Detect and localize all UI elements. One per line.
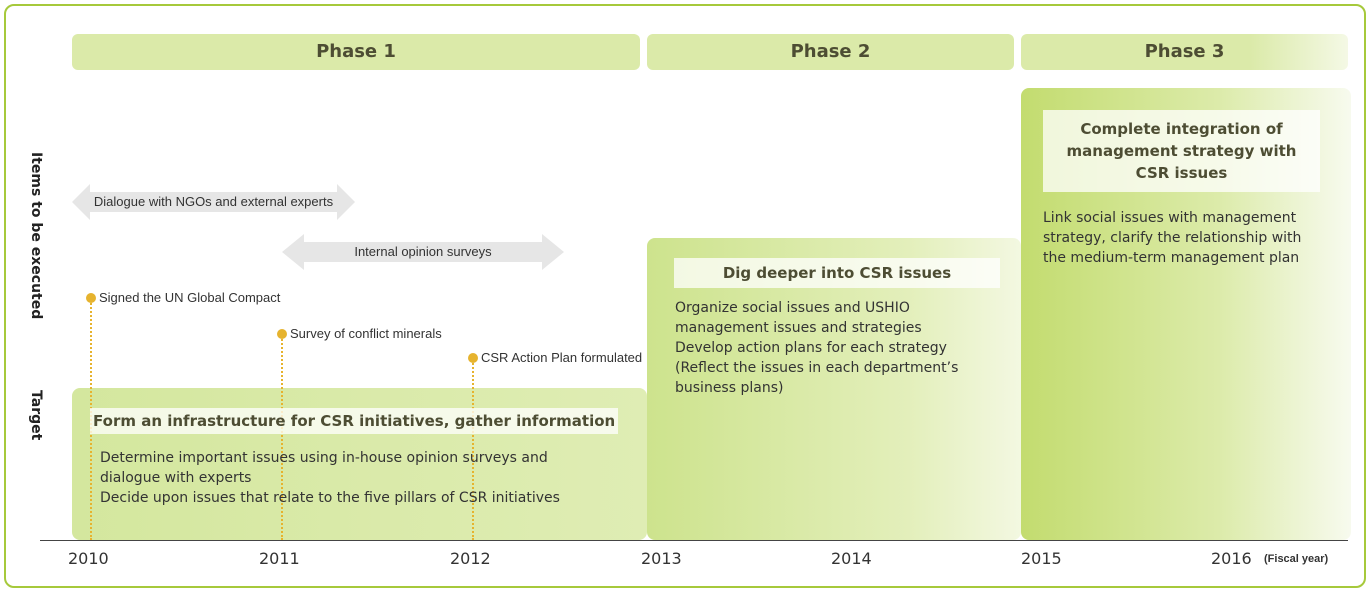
target-line: (Reflect the issues in each department’s… bbox=[675, 360, 959, 396]
row-label: Target bbox=[28, 390, 44, 441]
milestone-line bbox=[281, 336, 283, 540]
arrow-shape bbox=[72, 184, 355, 220]
target-line: Develop action plans for each strategy bbox=[675, 340, 947, 356]
target-line: Organize social issues and USHIO managem… bbox=[675, 300, 922, 336]
year-label: 2010 bbox=[68, 549, 109, 568]
milestone-dot bbox=[468, 353, 478, 363]
arrow-label: Dialogue with NGOs and external experts bbox=[93, 194, 334, 209]
target-title: Form an infrastructure for CSR initiativ… bbox=[90, 408, 619, 434]
milestone-dot bbox=[277, 329, 287, 339]
milestone-label: Survey of conflict minerals bbox=[290, 326, 442, 341]
year-label: 2013 bbox=[641, 549, 682, 568]
phase-header: Phase 3 bbox=[1021, 34, 1348, 70]
timeline-axis bbox=[40, 540, 1348, 541]
phase2-box bbox=[647, 238, 1021, 540]
year-unit: (Fiscal year) bbox=[1264, 553, 1329, 565]
phase-header: Phase 2 bbox=[647, 34, 1014, 70]
target-line: Decide upon issues that relate to the fi… bbox=[100, 490, 560, 506]
year-label: 2015 bbox=[1021, 549, 1062, 568]
row-label: Items to be executed bbox=[28, 152, 44, 320]
target-title: Complete integration of management strat… bbox=[1043, 110, 1320, 192]
target-title: Dig deeper into CSR issues bbox=[674, 258, 1000, 288]
arrow-label: Internal opinion surveys bbox=[354, 244, 492, 259]
target-body: Organize social issues and USHIO managem… bbox=[675, 298, 985, 398]
year-label: 2014 bbox=[831, 549, 872, 568]
year-label: 2011 bbox=[259, 549, 300, 568]
year-label: 2012 bbox=[450, 549, 491, 568]
arrow: Internal opinion surveys bbox=[282, 234, 564, 270]
target-line: Determine important issues using in-hous… bbox=[100, 450, 548, 486]
target-line: Link social issues with management strat… bbox=[1043, 210, 1302, 266]
milestone-line bbox=[472, 360, 474, 540]
target-body: Determine important issues using in-hous… bbox=[100, 448, 580, 508]
milestone-dot bbox=[86, 293, 96, 303]
arrow: Dialogue with NGOs and external experts bbox=[72, 184, 355, 220]
milestone-label: CSR Action Plan formulated bbox=[481, 350, 643, 365]
milestone-label: Signed the UN Global Compact bbox=[99, 290, 281, 305]
arrow-shape bbox=[282, 234, 564, 270]
target-body: Link social issues with management strat… bbox=[1043, 208, 1328, 268]
phase-header: Phase 1 bbox=[72, 34, 640, 70]
frame bbox=[4, 4, 1366, 588]
year-label: 2016 bbox=[1211, 549, 1252, 568]
